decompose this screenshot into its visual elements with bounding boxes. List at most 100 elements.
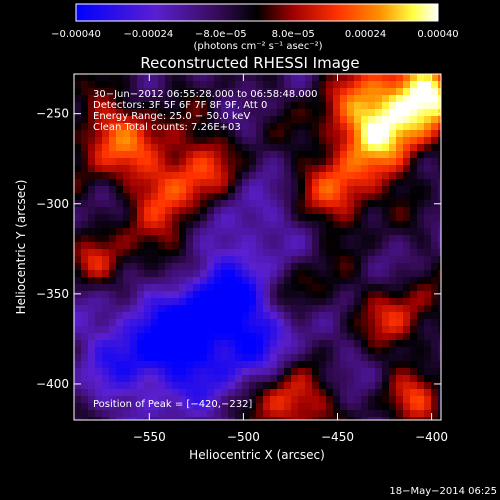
heatmap-cell (431, 186, 439, 194)
heatmap-cell (74, 277, 82, 285)
heatmap-cell (235, 368, 243, 376)
heatmap-cell (116, 326, 124, 334)
heatmap-cell (263, 319, 271, 327)
heatmap-cell (130, 228, 138, 236)
heatmap-cell (165, 284, 173, 292)
heatmap-cell (193, 382, 201, 390)
heatmap-cell (242, 410, 250, 418)
heatmap-cell (396, 291, 404, 299)
colorbar-tick-label: 0.00040 (417, 29, 458, 40)
heatmap-cell (235, 312, 243, 320)
heatmap-cell (382, 417, 390, 420)
heatmap-cell (144, 249, 152, 257)
heatmap-cell (361, 347, 369, 355)
heatmap-cell (424, 298, 432, 306)
heatmap-cell (319, 137, 327, 145)
heatmap-cell (256, 312, 264, 320)
heatmap-cell (95, 207, 103, 215)
heatmap-cell (256, 249, 264, 257)
heatmap-cell (109, 81, 117, 89)
heatmap-cell (228, 333, 236, 341)
heatmap-cell (431, 242, 439, 250)
heatmap-cell (382, 347, 390, 355)
heatmap-cell (186, 74, 194, 82)
heatmap-cell (291, 193, 299, 201)
heatmap-cell (333, 137, 341, 145)
heatmap-cell (88, 340, 96, 348)
heatmap-cell (326, 312, 334, 320)
heatmap-cell (109, 158, 117, 166)
heatmap-cell (375, 347, 383, 355)
heatmap-cell (417, 326, 425, 334)
heatmap-cell (305, 319, 313, 327)
heatmap-cell (186, 389, 194, 397)
heatmap-cell (263, 193, 271, 201)
heatmap-cell (74, 179, 82, 187)
chart-title: Reconstructed RHESSI Image (140, 54, 359, 72)
heatmap-cell (340, 270, 348, 278)
heatmap-cell (228, 417, 236, 420)
heatmap-cell (438, 263, 441, 271)
heatmap-cell (389, 263, 397, 271)
heatmap-cell (375, 417, 383, 420)
heatmap-cell (193, 284, 201, 292)
heatmap-cell (123, 319, 131, 327)
heatmap-cell (151, 284, 159, 292)
heatmap-cell (270, 130, 278, 138)
heatmap-cell (158, 263, 166, 271)
heatmap-cell (340, 235, 348, 243)
heatmap-cell (249, 200, 257, 208)
heatmap-cell (179, 130, 187, 138)
heatmap-cell (312, 326, 320, 334)
heatmap-cell (354, 410, 362, 418)
heatmap-cell (375, 277, 383, 285)
heatmap-cell (151, 417, 159, 420)
heatmap-cell (284, 326, 292, 334)
heatmap-cell (116, 207, 124, 215)
heatmap-cell (319, 284, 327, 292)
heatmap-cell (333, 249, 341, 257)
heatmap-cell (375, 291, 383, 299)
heatmap-cell (123, 235, 131, 243)
heatmap-cell (333, 151, 341, 159)
heatmap-cell (207, 172, 215, 180)
heatmap-cell (403, 228, 411, 236)
heatmap-cell (347, 151, 355, 159)
heatmap-cell (214, 144, 222, 152)
heatmap-cell (361, 109, 369, 117)
heatmap-cell (151, 165, 159, 173)
heatmap-cell (74, 137, 82, 145)
heatmap-cell (270, 200, 278, 208)
heatmap-cell (256, 417, 264, 420)
heatmap-cell (403, 340, 411, 348)
heatmap-cell (410, 151, 418, 159)
heatmap-cell (361, 333, 369, 341)
heatmap-cell (207, 130, 215, 138)
heatmap-cell (256, 242, 264, 250)
heatmap-cell (403, 214, 411, 222)
heatmap-cell (207, 116, 215, 124)
heatmap-cell (382, 403, 390, 411)
heatmap-cell (151, 74, 159, 82)
heatmap-cell (249, 403, 257, 411)
heatmap-cell (298, 116, 306, 124)
heatmap-cell (347, 130, 355, 138)
heatmap-cell (102, 144, 110, 152)
heatmap-cell (242, 116, 250, 124)
heatmap-cell (249, 256, 257, 264)
heatmap-cell (312, 410, 320, 418)
heatmap-cell (375, 130, 383, 138)
heatmap-cell (88, 305, 96, 313)
heatmap-cell (109, 207, 117, 215)
heatmap-cell (123, 298, 131, 306)
heatmap-cell (158, 242, 166, 250)
heatmap-cell (165, 312, 173, 320)
heatmap-cell (116, 389, 124, 397)
heatmap-cell (431, 319, 439, 327)
x-tick-label: −500 (227, 430, 260, 444)
annotation-energy-range: Energy Range: 25.0 − 50.0 keV (93, 111, 250, 122)
heatmap-cell (284, 319, 292, 327)
heatmap-cell (228, 326, 236, 334)
heatmap-cell (186, 270, 194, 278)
heatmap-cell (74, 291, 82, 299)
